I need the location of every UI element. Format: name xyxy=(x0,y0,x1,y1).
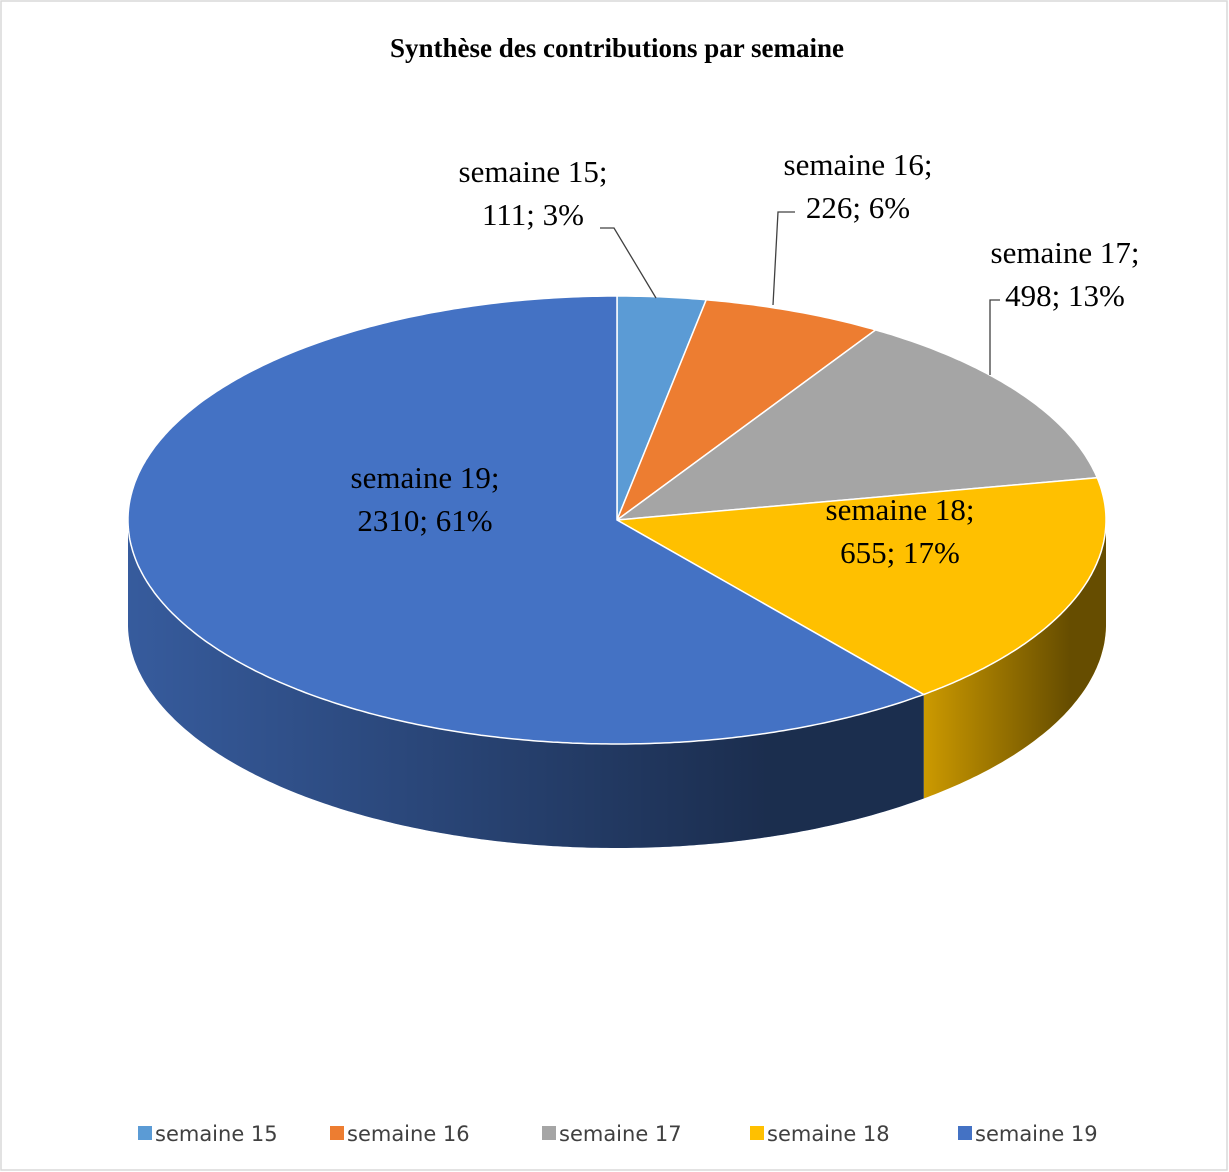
leader-line xyxy=(600,227,657,299)
legend-swatch xyxy=(542,1126,556,1140)
leader-line xyxy=(772,211,795,306)
data-label: semaine 18; xyxy=(826,492,975,527)
legend-label: semaine 17 xyxy=(559,1122,682,1146)
data-label: 226; 6% xyxy=(806,190,910,225)
slice xyxy=(127,295,926,745)
data-label: 111; 3% xyxy=(482,197,584,232)
slice xyxy=(614,329,1099,521)
data-label: 655; 17% xyxy=(840,535,960,570)
data-label: 2310; 61% xyxy=(357,503,492,538)
data-label: semaine 16; xyxy=(784,147,933,182)
legend-swatch xyxy=(750,1126,764,1140)
slice xyxy=(615,299,878,523)
legend-swatch xyxy=(958,1126,972,1140)
data-label: semaine 15; xyxy=(459,154,608,189)
leader-line xyxy=(989,299,1000,375)
legend-swatch xyxy=(138,1126,152,1140)
chart-title: Synthèse des contributions par semaine xyxy=(390,33,844,63)
slice-side-shade xyxy=(128,520,924,848)
data-label: semaine 17; xyxy=(991,235,1140,270)
legend-label: semaine 19 xyxy=(975,1122,1098,1146)
slice xyxy=(614,476,1107,696)
legend-label: semaine 15 xyxy=(155,1122,278,1146)
data-label: semaine 19; xyxy=(351,460,500,495)
legend-label: semaine 16 xyxy=(347,1122,470,1146)
legend-swatch xyxy=(330,1126,344,1140)
data-label: 498; 13% xyxy=(1005,278,1125,313)
legend-label: semaine 18 xyxy=(767,1122,890,1146)
slice-side-shade xyxy=(923,520,1106,799)
